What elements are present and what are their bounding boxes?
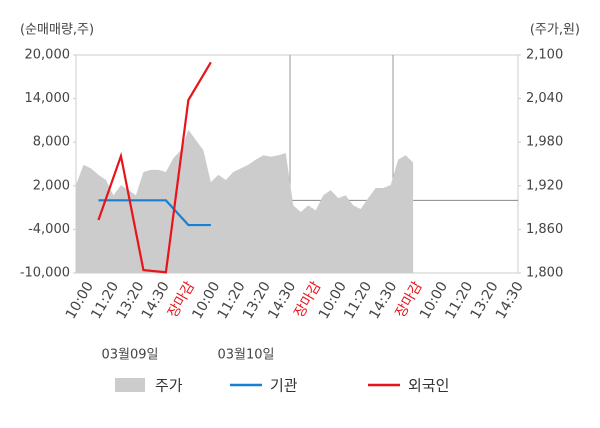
y-axis-title: (순매매량,주) (20, 23, 94, 38)
date-label: 03월10일 (217, 348, 274, 363)
y2-tick-label: 2,040 (526, 91, 563, 106)
y-tick-label: -4,000 (28, 222, 70, 237)
price-area (76, 129, 414, 273)
series-line (97, 61, 212, 274)
legend-label: 주가 (155, 377, 183, 395)
y2-axis-title: (주가,원) (530, 23, 580, 38)
y-tick-label: 20,000 (25, 48, 71, 63)
y-tick-label: -10,000 (20, 266, 70, 281)
y-tick-label: 2,000 (33, 178, 70, 193)
legend-label: 기관 (270, 377, 298, 395)
date-label: 03월09일 (101, 348, 158, 363)
legend-label: 외국인 (408, 377, 449, 395)
y2-tick-label: 1,980 (526, 135, 563, 150)
y2-tick-label: 2,100 (526, 48, 563, 63)
y2-tick-label: 1,800 (526, 266, 563, 281)
y-tick-label: 8,000 (33, 135, 70, 150)
y-tick-label: 14,000 (25, 91, 71, 106)
legend-swatch (115, 378, 145, 392)
y2-tick-label: 1,920 (526, 178, 563, 193)
series-line (98, 199, 211, 227)
y2-tick-label: 1,860 (526, 222, 563, 237)
